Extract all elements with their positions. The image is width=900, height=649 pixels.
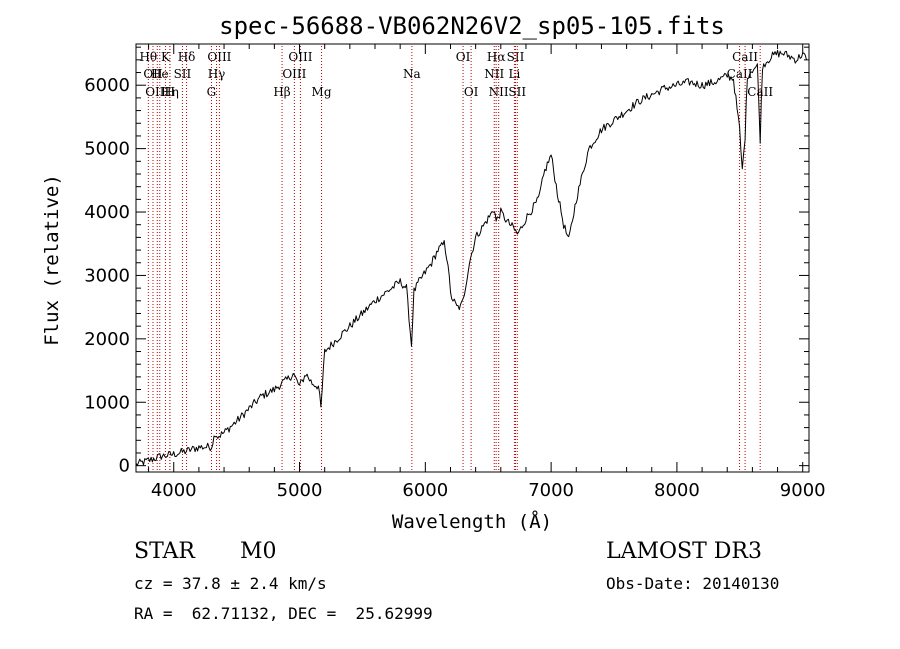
marker-label-0: Hθ: [139, 50, 157, 64]
y-tick-label-2: 2000: [84, 329, 130, 350]
x-tick-label-4: 8000: [654, 480, 700, 501]
y-tick-label-5: 5000: [84, 139, 130, 160]
object-class: STAR: [134, 539, 195, 564]
marker-label-18: OI: [464, 85, 479, 99]
marker-label-26: CaII: [732, 50, 758, 64]
survey-name: LAMOST DR3: [606, 539, 762, 564]
marker-label-16: Na: [403, 67, 421, 81]
x-tick-label-5: 9000: [780, 480, 826, 501]
plot-frame: [135, 43, 810, 473]
marker-label-4: K: [161, 50, 171, 64]
line-markers: HθOIIOIIIHeKHηHSIIHδGHγOIIIHβOIIIOIIIMgN…: [139, 46, 773, 472]
chart-title: spec-56688-VB062N26V2_sp05-105.fits: [219, 12, 725, 40]
marker-label-22: Li: [508, 67, 520, 81]
marker-label-9: G: [207, 85, 217, 99]
marker-label-14: OIII: [288, 50, 312, 64]
x-axis-label: Wavelength (Å): [392, 510, 552, 533]
x-tick-label-2: 6000: [402, 480, 448, 501]
chart-background: [0, 0, 900, 540]
marker-label-23: SII: [507, 50, 525, 64]
marker-label-17: OI: [456, 50, 471, 64]
marker-label-25: CaII: [727, 67, 753, 81]
marker-label-21: NII: [489, 85, 509, 99]
marker-label-1: OII: [143, 67, 163, 81]
marker-label-20: Hα: [487, 50, 506, 64]
marker-label-10: Hγ: [208, 67, 226, 81]
marker-label-11: OIII: [207, 50, 231, 64]
obs-date: Obs-Date: 20140130: [606, 574, 780, 593]
y-tick-label-6: 6000: [84, 75, 130, 96]
axes: 4000 5000 6000 7000 8000 9000 0 1000 2000 3000 400…: [84, 43, 826, 501]
marker-label-24: SII: [508, 85, 526, 99]
x-tick-label-3: 7000: [528, 480, 574, 501]
marker-label-19: NII: [484, 67, 504, 81]
marker-label-6: H: [165, 85, 175, 99]
marker-label-2: OIII: [145, 85, 169, 99]
marker-label-13: OIII: [282, 67, 306, 81]
series-line-0: [135, 49, 807, 467]
x-tick-label-1: 5000: [277, 480, 323, 501]
x-tick-label-0: 4000: [151, 480, 197, 501]
spectrum-chart: spec-56688-VB062N26V2_sp05-105.fits Flux…: [0, 0, 900, 540]
y-tick-label-4: 4000: [84, 202, 130, 223]
marker-label-3: He: [151, 67, 169, 81]
marker-label-7: SII: [174, 67, 192, 81]
y-tick-label-3: 3000: [84, 265, 130, 286]
marker-label-15: Mg: [312, 85, 332, 99]
y-tick-label-1: 1000: [84, 392, 130, 413]
coordinates: RA = 62.71132, DEC = 25.62999: [134, 604, 433, 623]
marker-label-12: Hβ: [273, 85, 290, 99]
marker-label-8: Hδ: [178, 50, 196, 64]
redshift-text: cz = 37.8 ± 2.4 km/s: [134, 574, 327, 593]
series-layer: [135, 49, 807, 467]
object-subclass: M0: [240, 539, 277, 564]
marker-label-27: CaII: [747, 85, 773, 99]
y-axis-label: Flux (relative): [41, 174, 63, 346]
y-tick-label-0: 0: [119, 456, 130, 477]
